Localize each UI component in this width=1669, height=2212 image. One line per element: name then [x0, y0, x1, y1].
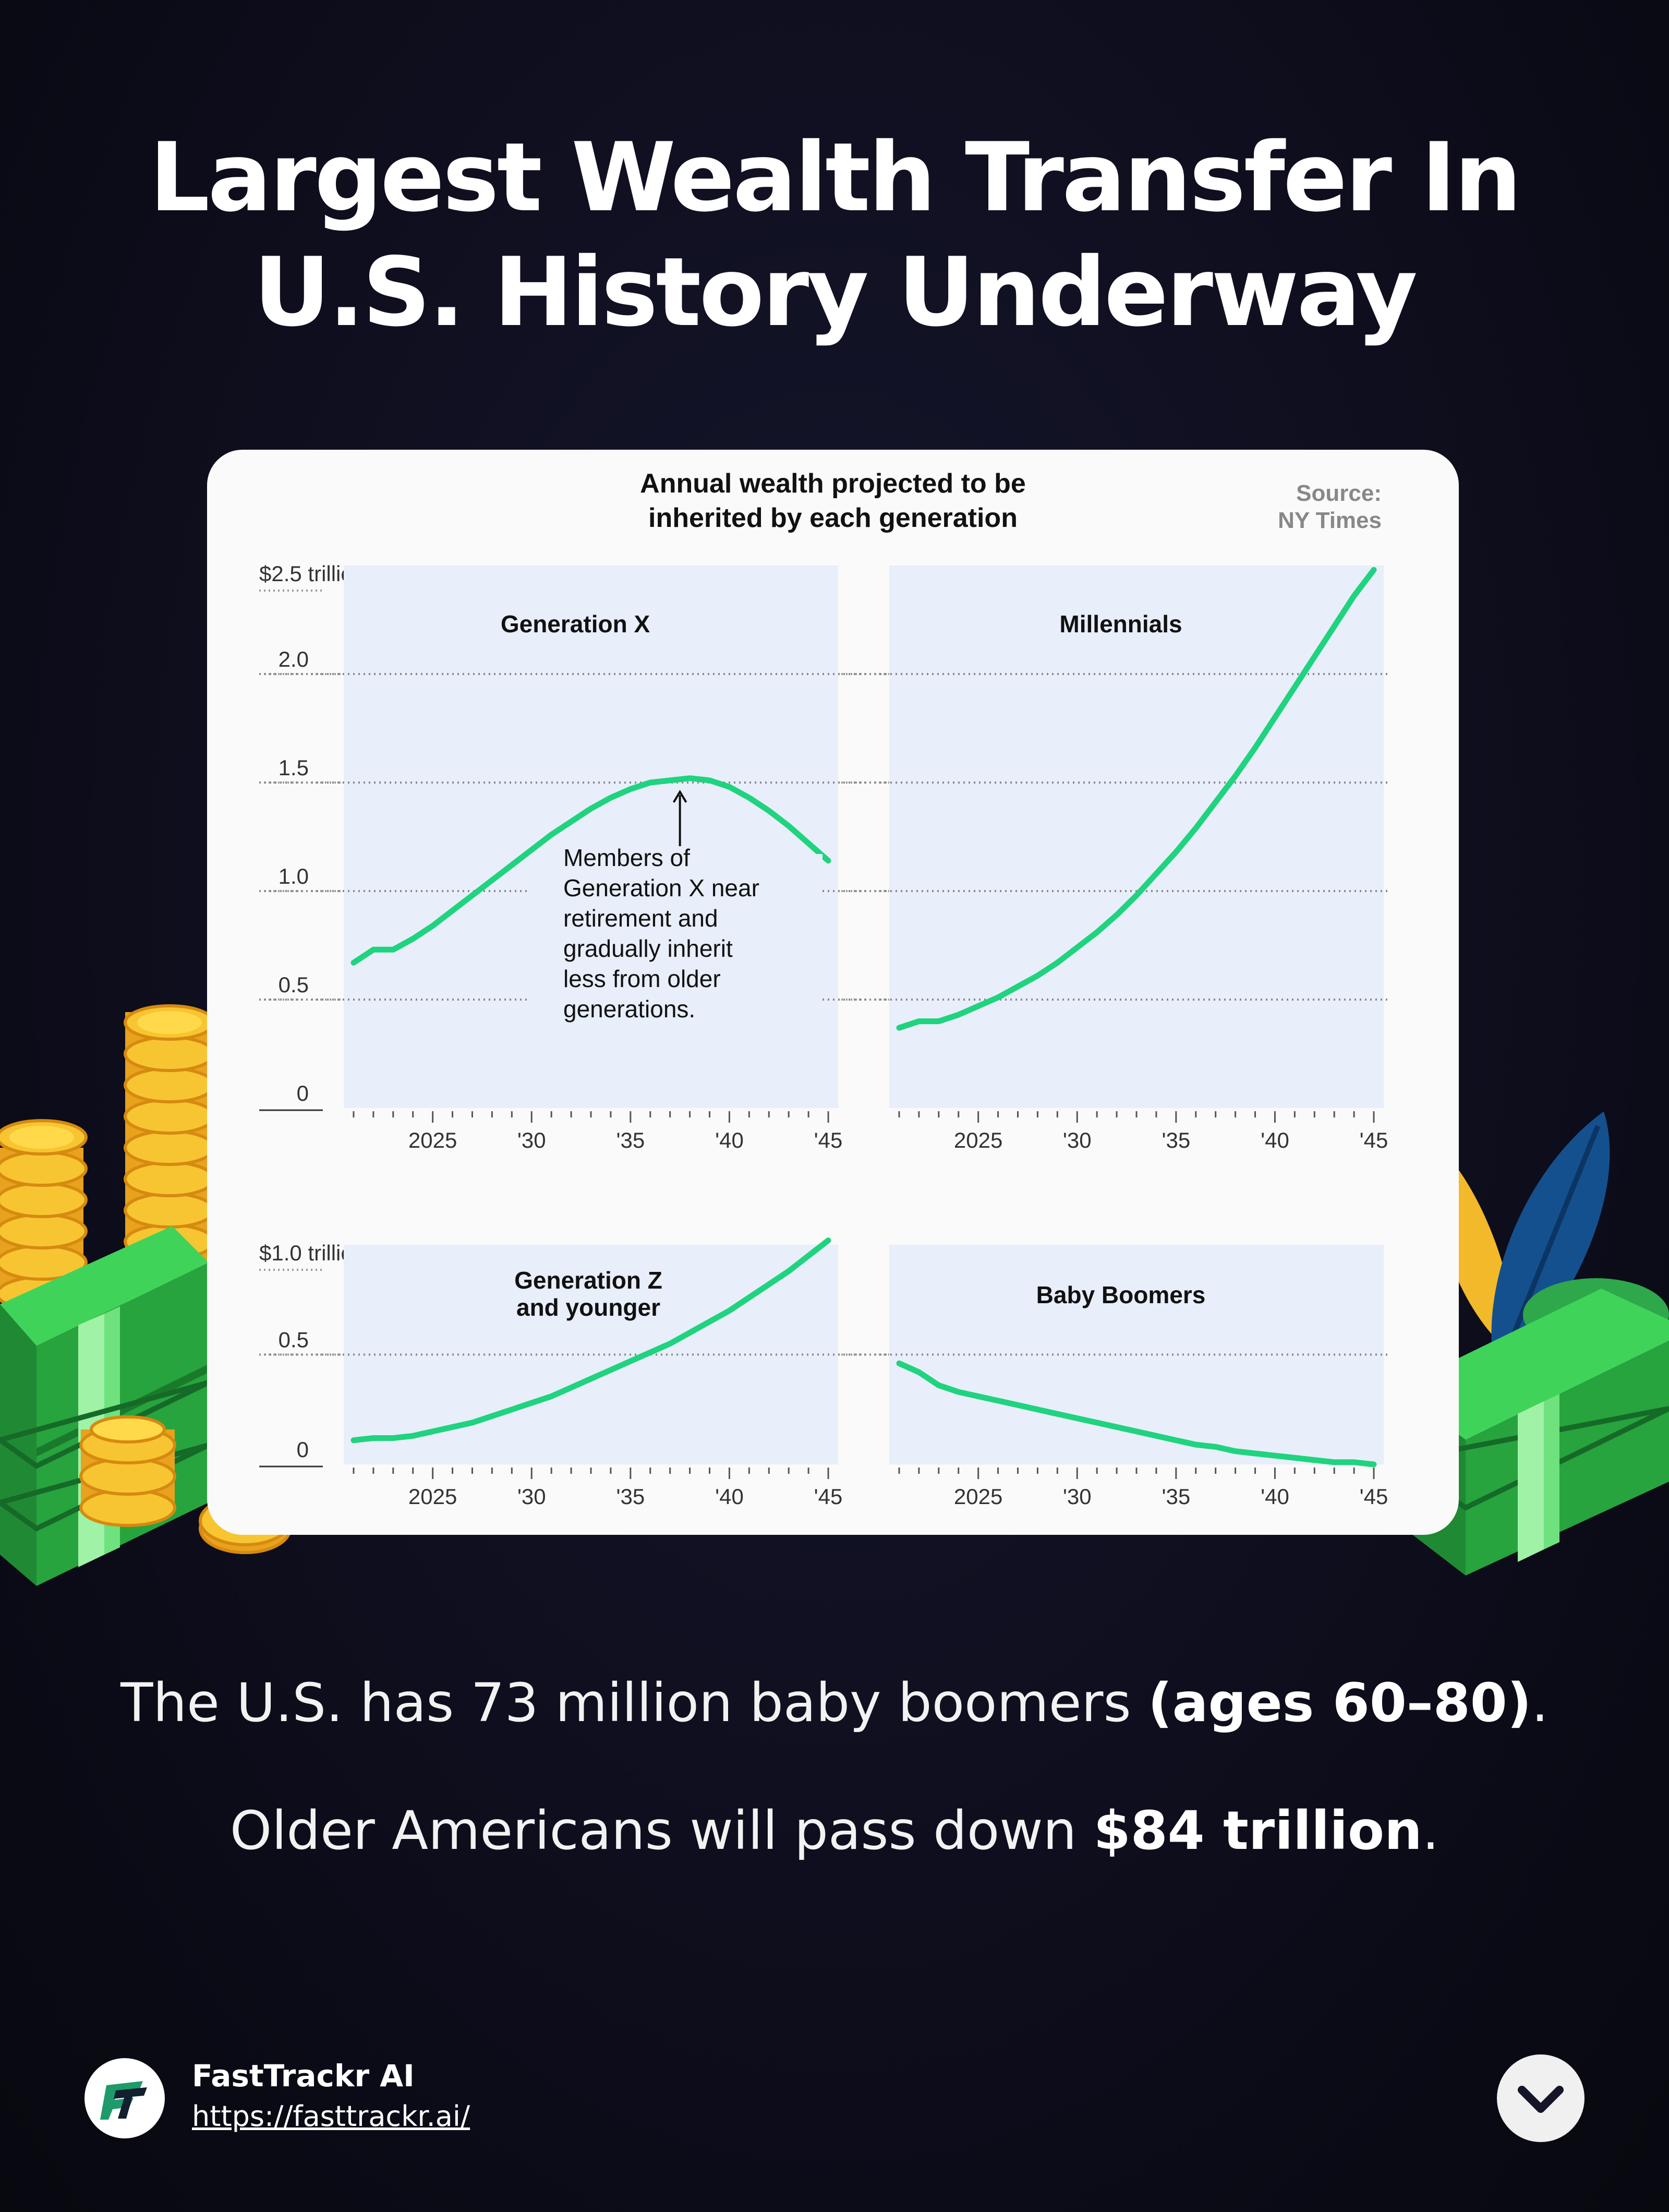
x-tick-label: 2025	[954, 1484, 1002, 1509]
chart-panel	[889, 566, 1384, 1108]
annotation-text: generations.	[563, 995, 695, 1023]
x-tick-label: '35	[1162, 1128, 1190, 1152]
annotation-arrowhead	[672, 789, 687, 803]
source-label: Source:	[1296, 480, 1382, 506]
series-line	[896, 1360, 1377, 1468]
body-line-1: The U.S. has 73 million baby boomers (ag…	[0, 1672, 1669, 1734]
body-line-2-bold: $84 trillion	[1093, 1800, 1422, 1862]
chart-card: Annual wealth projected to be inherited …	[207, 450, 1459, 1535]
annotation-text: less from older	[563, 965, 721, 992]
y-tick-label: 0	[297, 1437, 309, 1462]
x-tick-label: '30	[1063, 1128, 1092, 1152]
x-tick-label: '45	[814, 1128, 843, 1152]
title-line-2: U.S. History Underway	[253, 237, 1418, 347]
x-tick-label: 2025	[408, 1484, 457, 1509]
money-stack-left-icon	[0, 1004, 292, 1586]
x-tick-label: '35	[616, 1128, 645, 1152]
body-line-1-end: .	[1531, 1672, 1549, 1734]
series-line	[350, 1237, 831, 1444]
panel-title: Generation X	[501, 610, 650, 638]
x-tick-label: '45	[1360, 1128, 1388, 1152]
page-title: Largest Wealth Transfer In U.S. History …	[0, 120, 1669, 350]
panel-title: and younger	[516, 1294, 660, 1321]
x-tick-label: '30	[1063, 1484, 1092, 1509]
title-line-1: Largest Wealth Transfer In	[149, 122, 1521, 233]
chart-source: Source: NY Times	[1278, 480, 1382, 534]
y-tick-label: 1.5	[279, 755, 309, 780]
y-tick-label: 0.5	[279, 972, 309, 997]
body-line-2-text: Older Americans will pass down	[229, 1800, 1094, 1862]
panel-title: Millennials	[1059, 610, 1182, 638]
x-tick-label: '40	[1261, 1128, 1289, 1152]
series-line	[896, 567, 1377, 1031]
body-line-2-end: .	[1422, 1800, 1440, 1862]
annotation-bg	[530, 854, 823, 1094]
x-tick-label: '40	[715, 1484, 744, 1509]
chart-title-line-2: inherited by each generation	[648, 503, 1018, 533]
source-value: NY Times	[1278, 508, 1382, 533]
brand-name: FastTrackr AI	[192, 2058, 415, 2094]
x-tick-label: '35	[616, 1484, 645, 1509]
x-tick-label: '40	[715, 1128, 744, 1152]
annotation-text: Members of	[563, 844, 690, 871]
body-line-2: Older Americans will pass down $84 trill…	[0, 1800, 1669, 1862]
panel-title: Baby Boomers	[1036, 1281, 1206, 1308]
body-line-1-bold: (ages 60–80)	[1148, 1672, 1532, 1734]
annotation-text: Generation X near	[563, 874, 759, 901]
x-tick-label: '30	[517, 1484, 546, 1509]
chart-title: Annual wealth projected to be inherited …	[207, 466, 1459, 535]
x-tick-label: '40	[1261, 1484, 1289, 1509]
annotation-text: gradually inherit	[563, 935, 733, 962]
chevron-down-icon	[1518, 2086, 1564, 2113]
chart-title-line-1: Annual wealth projected to be	[640, 468, 1026, 499]
x-tick-label: 2025	[954, 1128, 1002, 1152]
body-line-1-text: The U.S. has 73 million baby boomers	[120, 1672, 1148, 1734]
x-tick-label: '30	[517, 1128, 546, 1152]
y-tick-label: 1.0	[279, 864, 309, 888]
x-tick-label: '45	[814, 1484, 843, 1509]
y-tick-label: 2.0	[279, 647, 309, 671]
x-tick-label: 2025	[408, 1128, 457, 1152]
y-tick-label: 0	[297, 1081, 309, 1105]
series-line	[350, 775, 831, 966]
annotation-text: retirement and	[563, 905, 718, 932]
x-tick-label: '45	[1360, 1484, 1388, 1509]
panel-title: Generation Z	[514, 1267, 662, 1294]
x-tick-label: '35	[1162, 1484, 1190, 1509]
fasttrackr-logo-icon[interactable]	[84, 2058, 165, 2138]
scroll-down-button[interactable]	[1497, 2054, 1585, 2142]
brand-url-link[interactable]: https://fasttrackr.ai/	[192, 2100, 470, 2133]
y-tick-label: 0.5	[279, 1328, 309, 1352]
